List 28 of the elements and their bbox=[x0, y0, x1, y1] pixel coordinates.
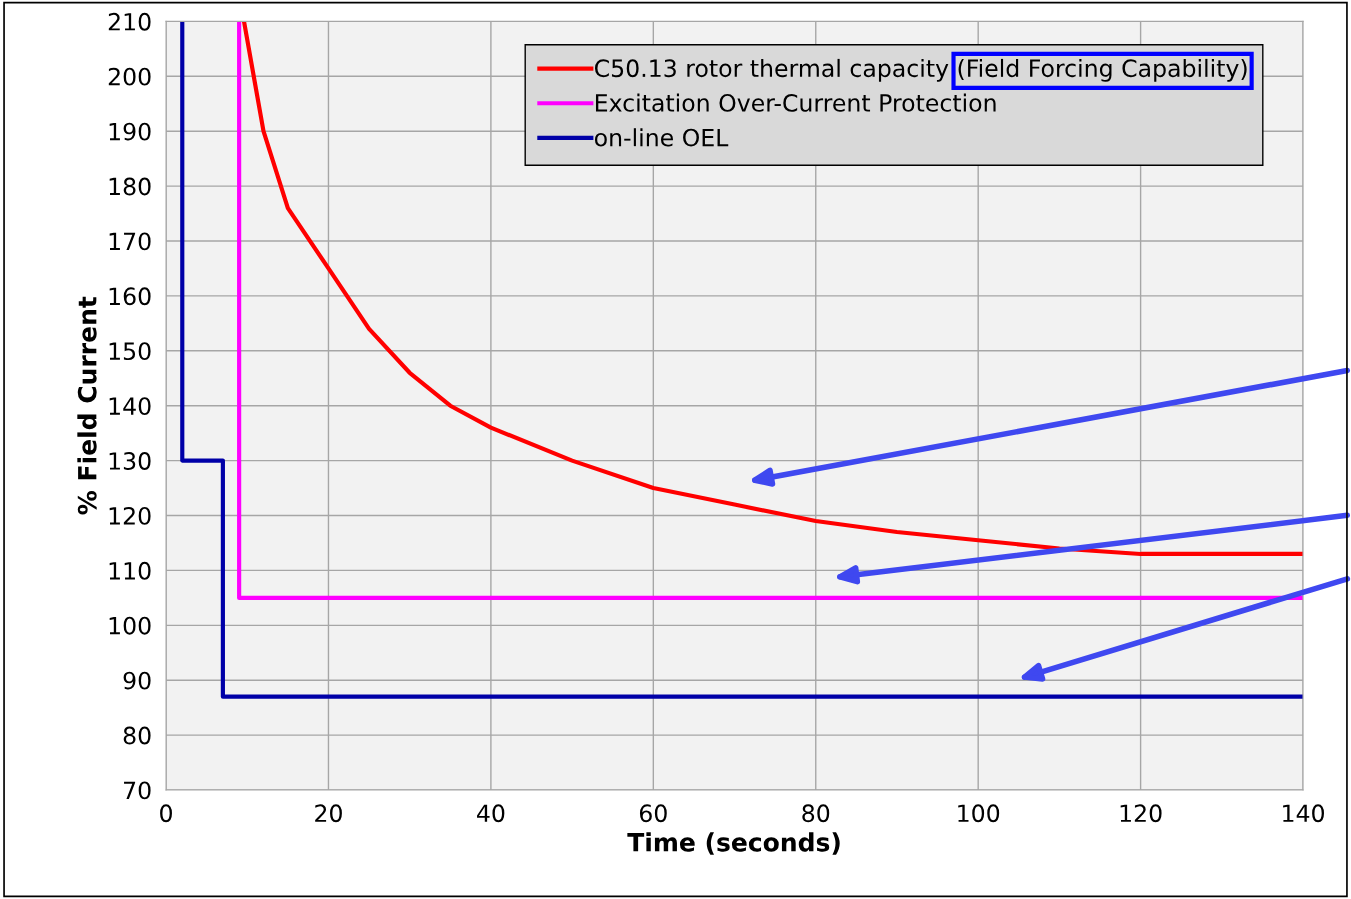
y-tick-label: 190 bbox=[109, 122, 151, 141]
x-tick-label: 100 bbox=[958, 804, 1000, 823]
y-tick-label: 140 bbox=[109, 397, 151, 416]
legend-label: Excitation Over-Current Protection bbox=[595, 93, 996, 112]
legend-label: C50.13 rotor thermal capacity (Field Forcing Capability) bbox=[594, 58, 1247, 82]
x-tick-label: 20 bbox=[315, 804, 342, 823]
legend-label: on-line OEL bbox=[594, 128, 729, 147]
y-tick-label: 150 bbox=[109, 342, 151, 361]
x-tick-label: 0 bbox=[160, 804, 172, 823]
y-tick-label: 200 bbox=[108, 67, 151, 86]
y-tick-label: 160 bbox=[109, 287, 151, 306]
y-tick-label: 90 bbox=[123, 671, 151, 690]
x-tick-label: 80 bbox=[802, 804, 830, 823]
x-tick-label: 40 bbox=[477, 804, 505, 823]
y-tick-label: 130 bbox=[109, 452, 151, 470]
y-tick-label: 110 bbox=[109, 561, 151, 580]
x-tick-label: 120 bbox=[1120, 804, 1162, 823]
x-axis-title: Time (seconds) bbox=[627, 832, 840, 855]
y-tick-label: 80 bbox=[123, 726, 151, 745]
y-axis-title: % Field Current bbox=[77, 296, 97, 515]
y-tick-label: 100 bbox=[109, 616, 151, 635]
x-tick-label: 140 bbox=[1283, 804, 1324, 823]
y-tick-label: 170 bbox=[109, 232, 151, 251]
y-tick-label: 70 bbox=[124, 781, 151, 800]
x-tick-label: 60 bbox=[639, 804, 667, 823]
y-tick-label: 180 bbox=[109, 177, 151, 196]
y-tick-label: 210 bbox=[108, 12, 151, 31]
y-tick-label: 120 bbox=[109, 506, 151, 525]
